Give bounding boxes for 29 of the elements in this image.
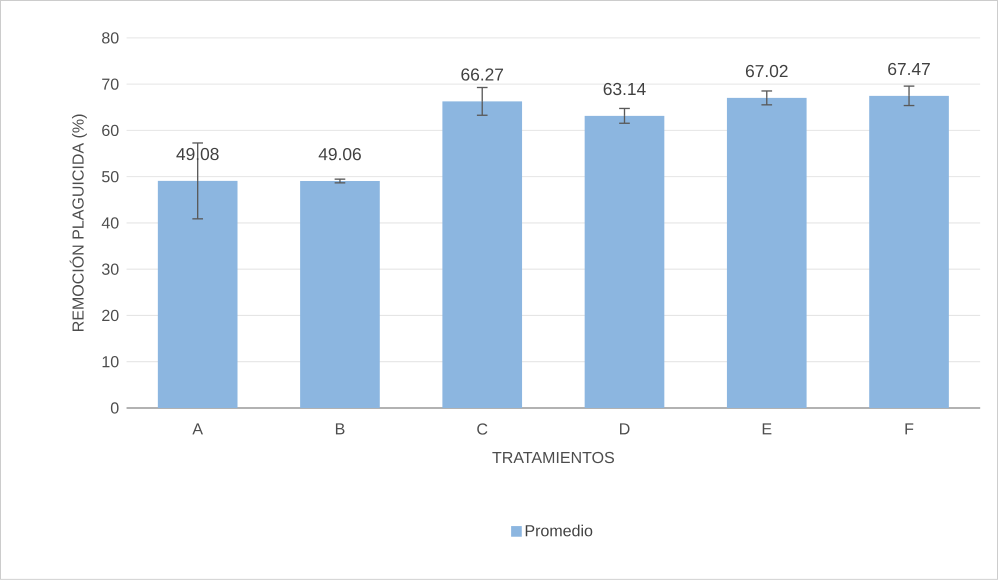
data-label: 63.14 (604, 82, 646, 96)
data-label: 49.06 (318, 148, 361, 160)
y-tick-label: 30 (102, 264, 119, 275)
x-tick-label: D (620, 423, 630, 434)
bar (726, 98, 807, 408)
bar (300, 181, 380, 408)
data-label: 67.47 (888, 62, 930, 76)
y-tick-label: 70 (102, 78, 119, 90)
bar (158, 180, 238, 408)
x-tick-label: A (192, 423, 203, 434)
x-tick-label: E (762, 423, 772, 434)
legend-label: Promedio (526, 524, 592, 536)
y-tick-label: 20 (102, 310, 119, 322)
x-axis-title: TRATAMIENTOS (492, 452, 614, 464)
bar (869, 96, 949, 408)
x-tick-label: C (477, 423, 488, 435)
y-tick-label: 10 (102, 356, 119, 368)
x-tick-label: F (905, 423, 914, 434)
y-tick-label: 50 (102, 171, 119, 182)
bar (584, 116, 664, 408)
y-tick-label: 0 (110, 402, 119, 414)
y-tick-label: 60 (102, 124, 119, 136)
data-label: 66.27 (461, 68, 504, 81)
bar (442, 101, 522, 408)
y-axis-title: REMOCIÓN PLAGUICIDA (%) (70, 114, 87, 332)
x-tick-label: B (336, 423, 344, 434)
y-tick-label: 80 (102, 32, 119, 44)
data-label: 67.02 (746, 64, 788, 78)
y-tick-label: 40 (102, 217, 119, 229)
